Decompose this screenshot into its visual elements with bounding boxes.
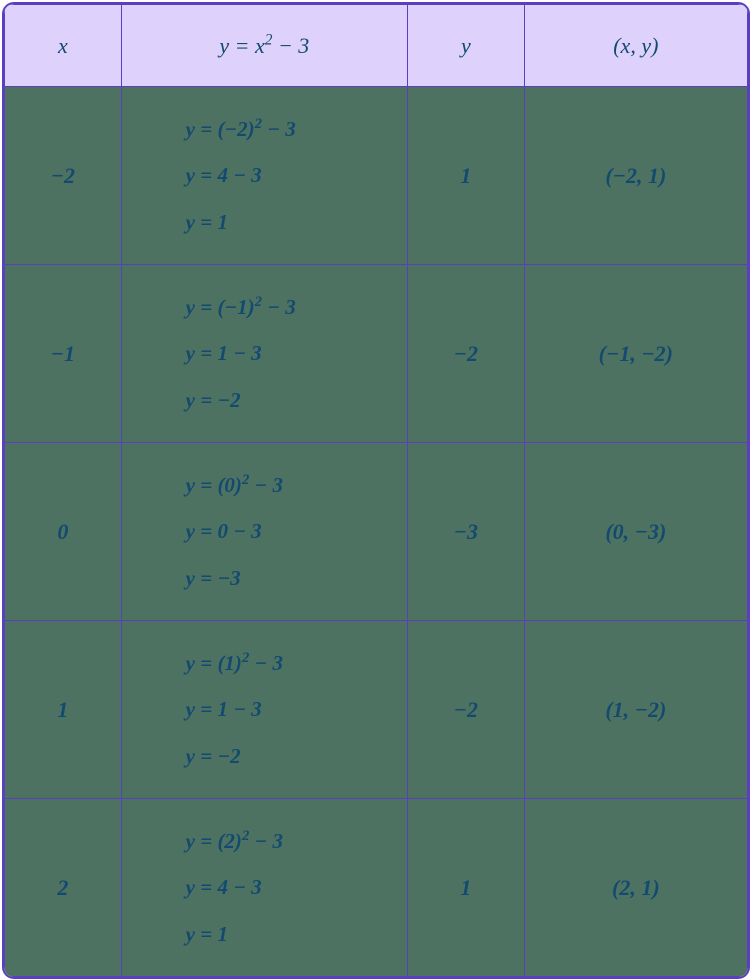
table-row: 2 y = (2)2 − 3 y = 4 − 3 y = 1 1 (2, 1) (5, 799, 748, 977)
cell-y: 1 (408, 799, 525, 977)
table-row: 0 y = (0)2 − 3 y = 0 − 3 y = −3 −3 (0, −… (5, 443, 748, 621)
step-2: y = 1 − 3 (186, 330, 407, 376)
table-row: −2 y = (−2)2 − 3 y = 4 − 3 y = 1 1 (−2, … (5, 87, 748, 265)
step-3: y = 1 (186, 199, 407, 245)
table-body: −2 y = (−2)2 − 3 y = 4 − 3 y = 1 1 (−2, … (5, 87, 748, 977)
cell-y: −2 (408, 621, 525, 799)
cell-point: (−1, −2) (524, 265, 747, 443)
cell-steps: y = (−2)2 − 3 y = 4 − 3 y = 1 (121, 87, 407, 265)
step-1: y = (1)2 − 3 (186, 640, 407, 686)
table-row: −1 y = (−1)2 − 3 y = 1 − 3 y = −2 −2 (−1… (5, 265, 748, 443)
step-1: y = (2)2 − 3 (186, 818, 407, 864)
cell-y: 1 (408, 87, 525, 265)
cell-y: −3 (408, 443, 525, 621)
step-3: y = −2 (186, 733, 407, 779)
step-3: y = 1 (186, 911, 407, 957)
cell-point: (1, −2) (524, 621, 747, 799)
cell-y: −2 (408, 265, 525, 443)
cell-x: 0 (5, 443, 122, 621)
cell-steps: y = (2)2 − 3 y = 4 − 3 y = 1 (121, 799, 407, 977)
header-point: (x, y) (524, 5, 747, 87)
step-3: y = −2 (186, 377, 407, 423)
step-2: y = 1 − 3 (186, 686, 407, 732)
cell-x: 1 (5, 621, 122, 799)
header-y: y (408, 5, 525, 87)
table-container: x y = x2 − 3 y (x, y) −2 y = (−2)2 − 3 y… (0, 2, 752, 979)
step-2: y = 4 − 3 (186, 152, 407, 198)
header-row: x y = x2 − 3 y (x, y) (5, 5, 748, 87)
cell-steps: y = (1)2 − 3 y = 1 − 3 y = −2 (121, 621, 407, 799)
step-2: y = 4 − 3 (186, 864, 407, 910)
step-2: y = 0 − 3 (186, 508, 407, 554)
cell-point: (−2, 1) (524, 87, 747, 265)
header-x: x (5, 5, 122, 87)
cell-x: −2 (5, 87, 122, 265)
cell-point: (0, −3) (524, 443, 747, 621)
cell-steps: y = (0)2 − 3 y = 0 − 3 y = −3 (121, 443, 407, 621)
header-equation: y = x2 − 3 (121, 5, 407, 87)
table-row: 1 y = (1)2 − 3 y = 1 − 3 y = −2 −2 (1, −… (5, 621, 748, 799)
table-rounder: x y = x2 − 3 y (x, y) −2 y = (−2)2 − 3 y… (2, 2, 750, 979)
cell-x: −1 (5, 265, 122, 443)
cell-point: (2, 1) (524, 799, 747, 977)
step-1: y = (0)2 − 3 (186, 462, 407, 508)
cell-x: 2 (5, 799, 122, 977)
cell-steps: y = (−1)2 − 3 y = 1 − 3 y = −2 (121, 265, 407, 443)
step-1: y = (−1)2 − 3 (186, 284, 407, 330)
step-3: y = −3 (186, 555, 407, 601)
function-table: x y = x2 − 3 y (x, y) −2 y = (−2)2 − 3 y… (4, 4, 748, 977)
step-1: y = (−2)2 − 3 (186, 106, 407, 152)
